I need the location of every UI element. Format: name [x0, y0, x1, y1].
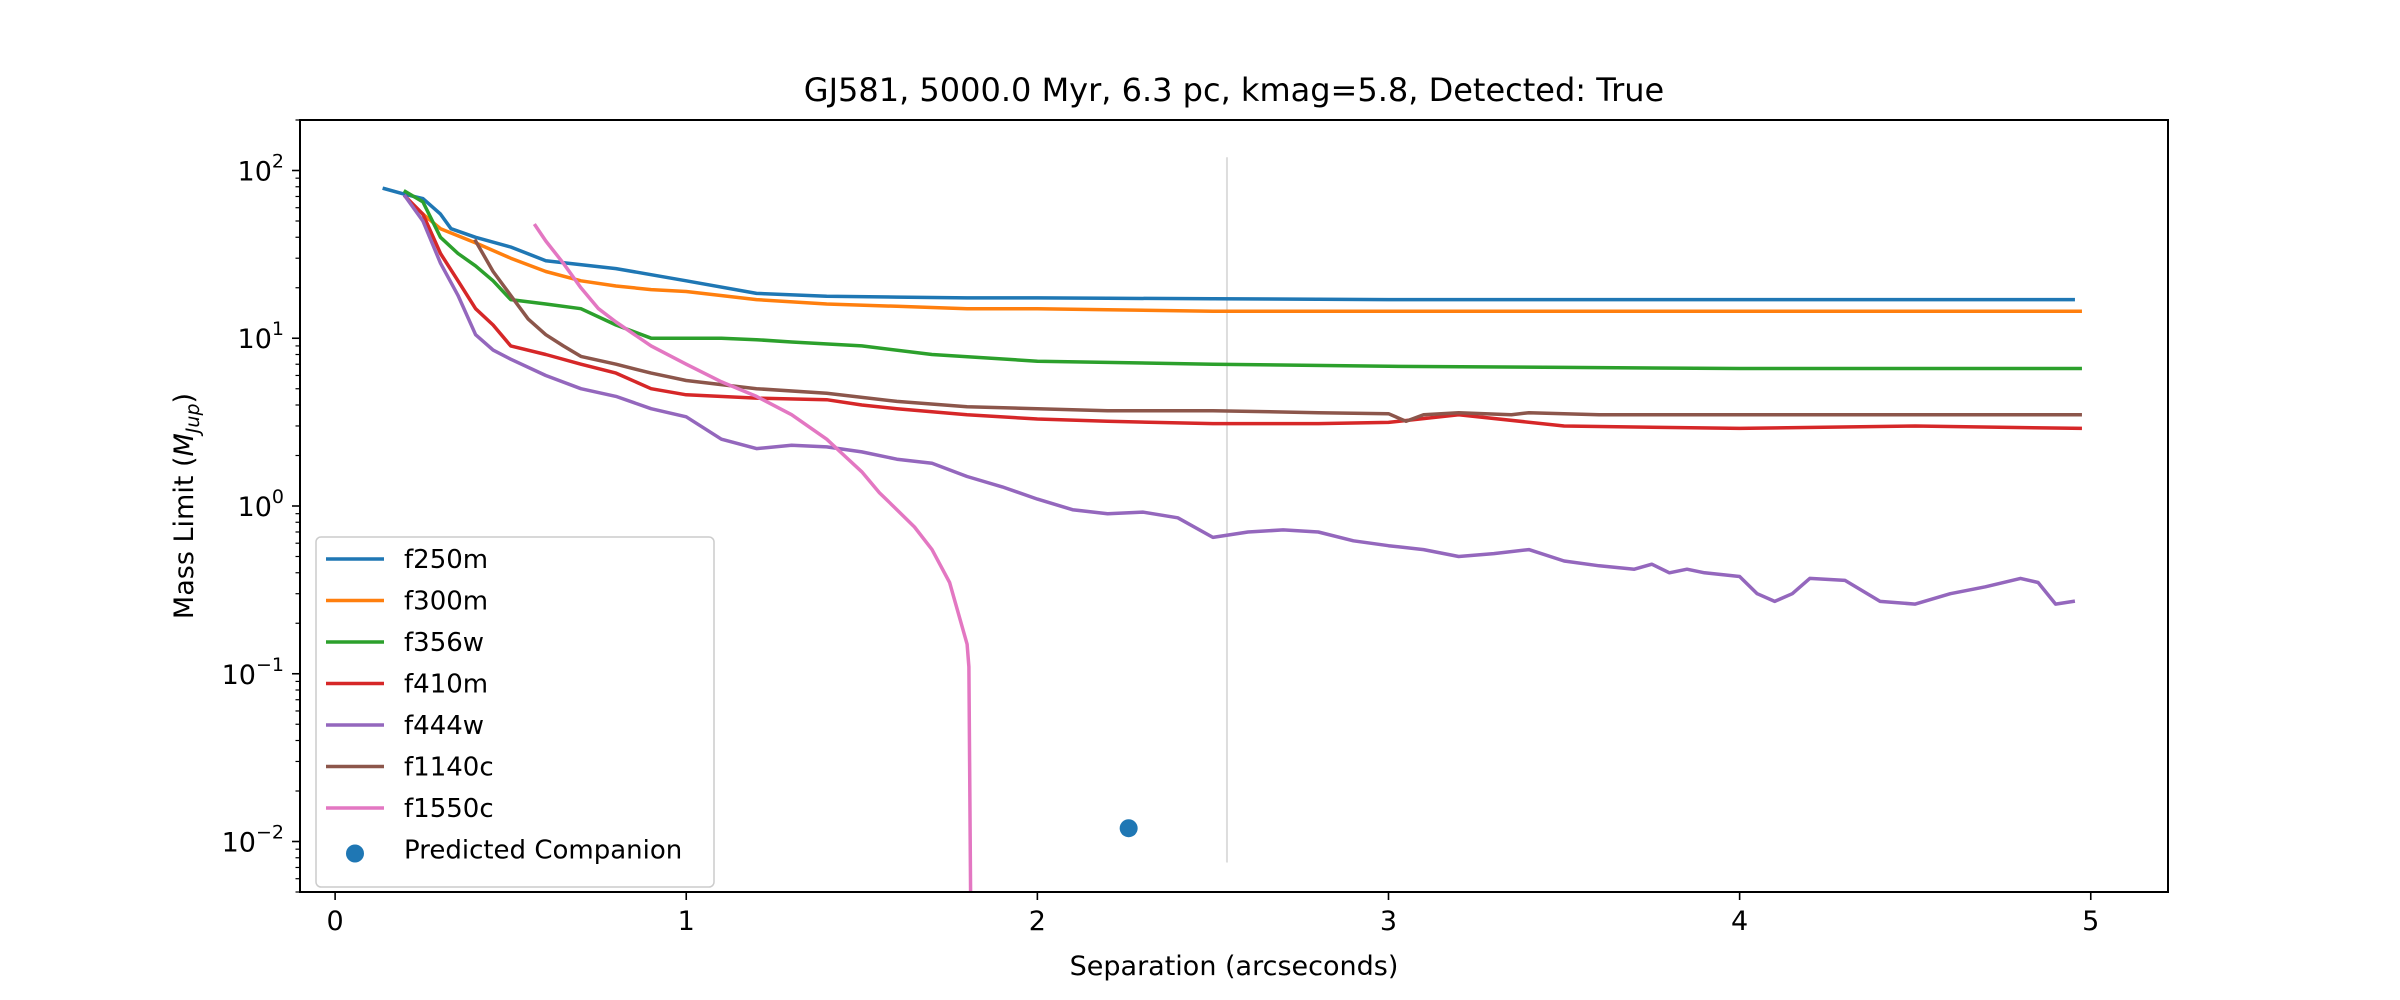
y-tick-label: 102	[238, 150, 284, 187]
legend-label: f250m	[404, 545, 488, 575]
x-tick-label: 4	[1731, 906, 1748, 937]
x-tick-label: 3	[1380, 906, 1397, 937]
legend-box	[315, 536, 715, 888]
legend-label: f1550c	[404, 794, 494, 824]
x-axis-label: Separation (arcseconds)	[1070, 951, 1399, 982]
legend-item: f444w	[326, 711, 484, 741]
legend-label: Predicted Companion	[404, 836, 682, 866]
x-tick-label: 5	[2082, 906, 2099, 937]
y-axis-label-symbol: M	[169, 433, 200, 456]
legend-label: f300m	[404, 587, 488, 617]
legend-item: Predicted Companion	[346, 836, 682, 866]
x-axis: 0 1 2 3 4 5	[327, 892, 2099, 937]
y-axis-label-subscript: Jup	[182, 403, 204, 437]
y-axis-label-prefix: Mass Limit (	[169, 456, 200, 619]
legend-label: f356w	[404, 628, 484, 658]
chart-title: GJ581, 5000.0 Myr, 6.3 pc, kmag=5.8, Det…	[804, 71, 1664, 109]
y-tick-label: 101	[238, 318, 284, 355]
x-tick-label: 0	[327, 906, 344, 937]
y-tick-label: 100	[238, 486, 284, 523]
legend-label: f410m	[404, 670, 488, 700]
legend-item: f410m	[326, 670, 488, 700]
legend-item: f250m	[326, 545, 488, 575]
y-tick-label: 10−2	[222, 822, 284, 859]
y-axis: 10−2 10−1 100 101 102	[222, 119, 300, 893]
series-line-f1140c	[473, 238, 2082, 424]
y-tick-label: 10−1	[222, 654, 284, 691]
series-line-f1550c	[532, 223, 973, 892]
series-line-f356w	[402, 189, 2082, 371]
series-line-f410m	[402, 194, 2082, 431]
y-axis-label-suffix: )	[169, 393, 200, 404]
predicted-companion-point	[1119, 819, 1138, 838]
plot-area	[382, 157, 2082, 892]
y-axis-label: Mass Limit (MJup)	[169, 393, 204, 619]
legend-label: f444w	[404, 711, 484, 741]
series-line-f250m	[382, 186, 2075, 302]
legend: f250m f300m f356w f410m f444w f1140c f1550c Pre…	[315, 536, 715, 888]
legend-item: f1140c	[326, 753, 494, 783]
legend-item: f1550c	[326, 794, 494, 824]
legend-item: f356w	[326, 628, 484, 658]
series-line-f300m	[420, 211, 2082, 313]
legend-item: f300m	[326, 587, 488, 617]
legend-label: f1140c	[404, 753, 494, 783]
x-tick-label: 1	[678, 906, 695, 937]
legend-marker	[346, 844, 364, 863]
series-line-f444w	[402, 194, 2076, 606]
x-tick-label: 2	[1029, 906, 1046, 937]
